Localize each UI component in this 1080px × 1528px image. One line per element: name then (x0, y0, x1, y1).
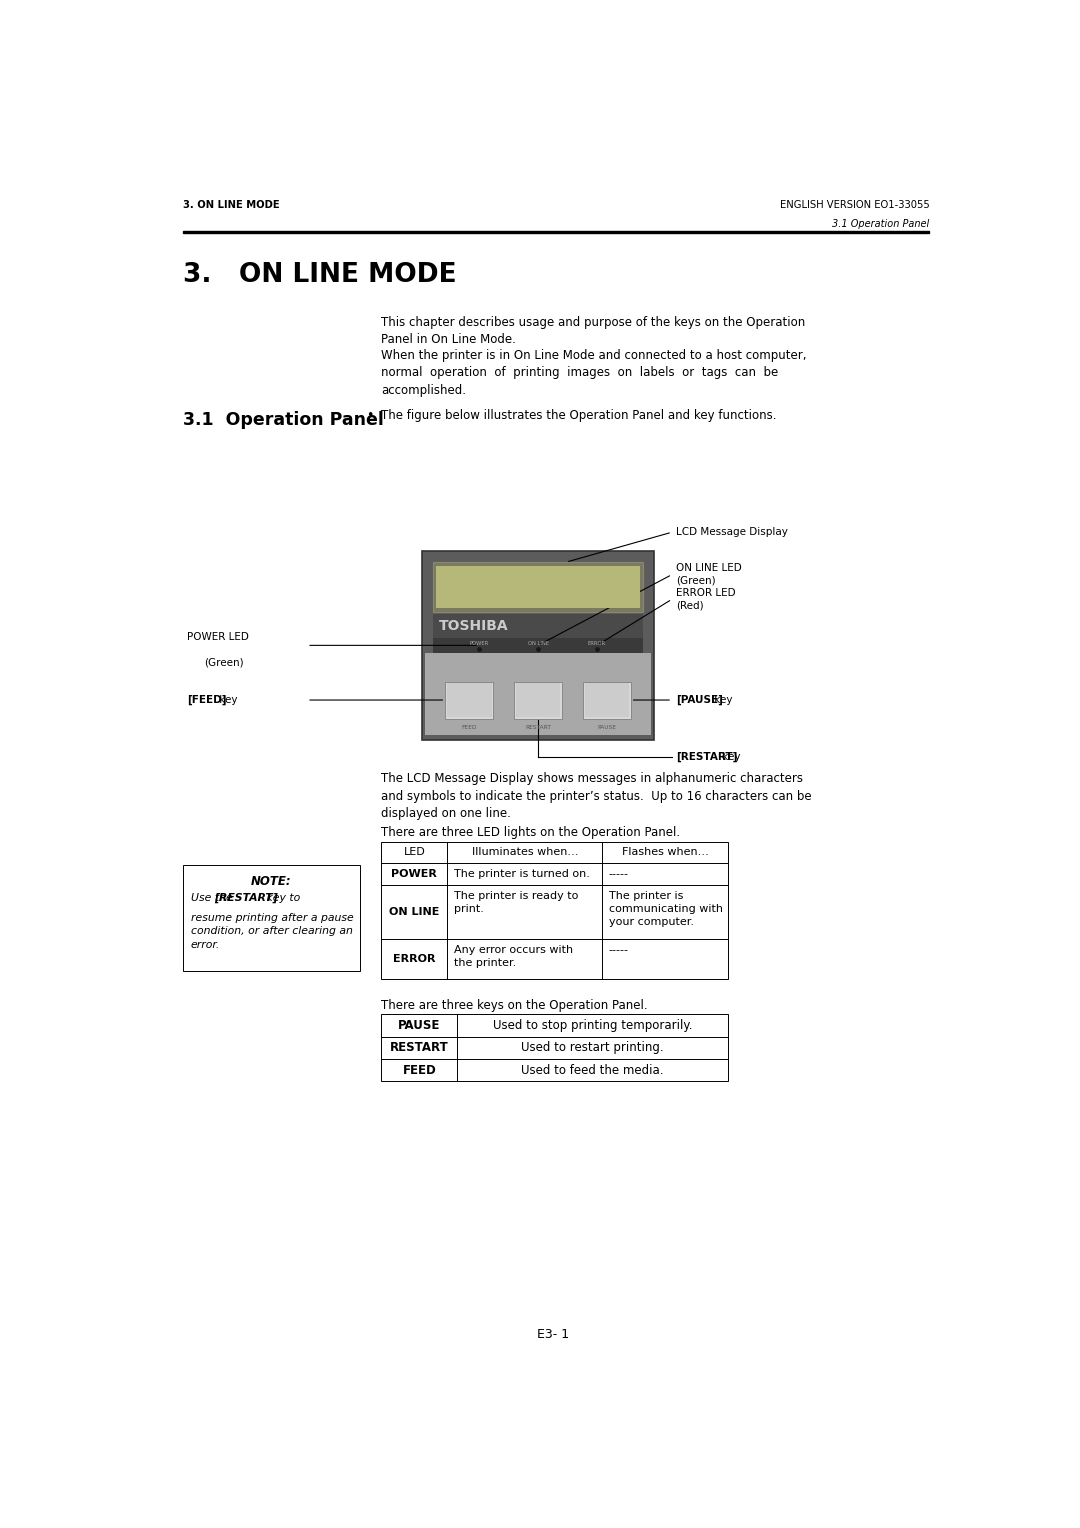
Text: E3- 1: E3- 1 (538, 1328, 569, 1340)
Text: The LCD Message Display shows messages in alphanumeric characters
and symbols to: The LCD Message Display shows messages i… (381, 773, 812, 821)
Text: POWER: POWER (391, 869, 437, 879)
Text: Any error occurs with
the printer.: Any error occurs with the printer. (454, 944, 572, 967)
Text: ON LINE: ON LINE (389, 906, 440, 917)
Bar (381, 842, 728, 979)
Text: TOSHIBA: TOSHIBA (438, 619, 509, 633)
Text: The printer is turned on.: The printer is turned on. (454, 869, 590, 880)
Bar (433, 562, 644, 613)
Bar (183, 865, 360, 972)
Text: PAUSE: PAUSE (399, 1019, 441, 1031)
Bar (584, 683, 629, 717)
Text: RESTART: RESTART (390, 1041, 449, 1054)
Text: Flashes when…: Flashes when… (622, 848, 708, 857)
Text: FEED: FEED (462, 726, 477, 730)
Text: key: key (711, 695, 732, 704)
Bar (514, 681, 562, 718)
Text: 3.1  Operation Panel: 3.1 Operation Panel (183, 411, 383, 428)
Text: The figure below illustrates the Operation Panel and key functions.: The figure below illustrates the Operati… (381, 410, 777, 422)
Text: The printer is ready to
print.: The printer is ready to print. (454, 891, 578, 914)
Text: ERROR: ERROR (393, 953, 435, 964)
Bar (445, 681, 494, 718)
Bar (436, 565, 639, 608)
Text: [PAUSE]: [PAUSE] (676, 695, 723, 704)
Text: Used to restart printing.: Used to restart printing. (522, 1041, 664, 1054)
Bar (447, 683, 491, 717)
Text: key to: key to (262, 892, 300, 903)
Bar (433, 637, 644, 652)
Text: ENGLISH VERSION EO1-33055: ENGLISH VERSION EO1-33055 (780, 200, 930, 211)
Bar (582, 681, 631, 718)
Text: This chapter describes usage and purpose of the keys on the Operation
Panel in O: This chapter describes usage and purpose… (381, 316, 806, 347)
Text: ERROR: ERROR (588, 640, 606, 645)
Text: key: key (216, 695, 238, 704)
Text: RESTART: RESTART (525, 726, 551, 730)
Text: [FEED]: [FEED] (187, 695, 227, 704)
Text: Use the: Use the (191, 892, 237, 903)
Text: FEED: FEED (403, 1063, 436, 1077)
Text: 3.1 Operation Panel: 3.1 Operation Panel (832, 219, 930, 229)
Text: Used to feed the media.: Used to feed the media. (522, 1063, 664, 1077)
Text: There are three LED lights on the Operation Panel.: There are three LED lights on the Operat… (381, 827, 680, 839)
Text: [RESTART]: [RESTART] (676, 752, 738, 762)
Bar (381, 1015, 728, 1082)
Text: key: key (719, 752, 741, 762)
Text: Used to stop printing temporarily.: Used to stop printing temporarily. (492, 1019, 692, 1031)
Text: Illuminates when…: Illuminates when… (472, 848, 578, 857)
Text: (Green): (Green) (204, 657, 244, 668)
Text: NOTE:: NOTE: (251, 876, 292, 888)
Bar (516, 683, 561, 717)
Text: When the printer is in On Line Mode and connected to a host computer,
normal  op: When the printer is in On Line Mode and … (381, 348, 807, 397)
Text: ON LINE: ON LINE (527, 640, 549, 645)
Text: There are three keys on the Operation Panel.: There are three keys on the Operation Pa… (381, 999, 648, 1012)
Text: •: • (366, 410, 374, 422)
Text: -----: ----- (608, 944, 629, 955)
Text: The printer is
communicating with
your computer.: The printer is communicating with your c… (608, 891, 723, 926)
Bar (183, 231, 930, 234)
Bar (422, 552, 654, 740)
Text: 3.   ON LINE MODE: 3. ON LINE MODE (183, 261, 457, 287)
Text: -----: ----- (608, 869, 629, 880)
Text: ERROR LED
(Red): ERROR LED (Red) (676, 588, 735, 610)
Bar (433, 614, 644, 637)
Text: [RESTART]: [RESTART] (214, 892, 278, 903)
Bar (424, 652, 651, 735)
Text: resume printing after a pause
condition, or after clearing an
error.: resume printing after a pause condition,… (191, 912, 353, 950)
Text: POWER LED: POWER LED (187, 633, 248, 642)
Text: LED: LED (404, 848, 426, 857)
Text: LCD Message Display: LCD Message Display (676, 527, 787, 538)
Text: ON LINE LED
(Green): ON LINE LED (Green) (676, 564, 742, 585)
Text: 3. ON LINE MODE: 3. ON LINE MODE (183, 200, 280, 211)
Text: POWER: POWER (470, 640, 488, 645)
Text: PAUSE: PAUSE (597, 726, 616, 730)
